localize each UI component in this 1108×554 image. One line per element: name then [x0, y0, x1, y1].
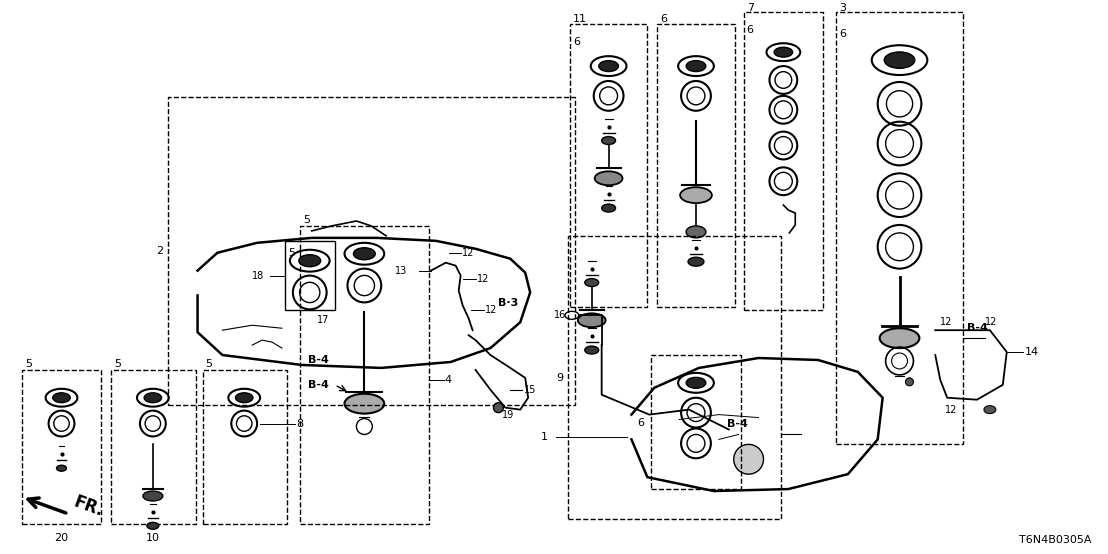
Text: FR.: FR.: [71, 493, 106, 521]
Text: 11: 11: [573, 14, 587, 24]
Ellipse shape: [578, 314, 606, 327]
Ellipse shape: [585, 279, 598, 286]
Ellipse shape: [53, 393, 70, 403]
Text: 6: 6: [637, 418, 645, 428]
Bar: [167, 97, 575, 404]
Text: 5: 5: [205, 359, 213, 369]
Text: 12: 12: [985, 317, 997, 327]
Ellipse shape: [602, 204, 616, 212]
Ellipse shape: [984, 406, 996, 414]
Ellipse shape: [884, 52, 915, 68]
Ellipse shape: [686, 377, 706, 388]
Ellipse shape: [143, 491, 163, 501]
Text: 12: 12: [476, 274, 489, 284]
Text: 12: 12: [941, 317, 953, 327]
Text: 6: 6: [573, 37, 579, 47]
Ellipse shape: [880, 328, 920, 348]
Text: 12: 12: [484, 305, 496, 315]
Text: 6: 6: [660, 14, 667, 24]
Bar: [300, 226, 429, 524]
Ellipse shape: [57, 465, 66, 471]
Bar: [568, 236, 781, 519]
Text: 15: 15: [524, 385, 536, 395]
Text: 5: 5: [302, 215, 310, 225]
Bar: [203, 370, 287, 524]
Ellipse shape: [147, 522, 158, 529]
Text: 12: 12: [945, 404, 957, 414]
Ellipse shape: [686, 60, 706, 71]
Bar: [743, 13, 823, 310]
Text: 5: 5: [288, 248, 295, 258]
Text: 6: 6: [747, 25, 753, 35]
Text: 4: 4: [444, 375, 452, 385]
Ellipse shape: [236, 393, 253, 403]
Text: B-4: B-4: [308, 380, 329, 390]
Text: 14: 14: [1025, 347, 1039, 357]
Ellipse shape: [595, 171, 623, 185]
Bar: [652, 355, 740, 489]
Text: 3: 3: [839, 3, 847, 13]
Text: 9: 9: [556, 373, 563, 383]
Text: 10: 10: [146, 533, 160, 543]
Text: 8: 8: [296, 418, 302, 429]
Ellipse shape: [585, 346, 598, 354]
Circle shape: [733, 444, 763, 474]
Text: B-4: B-4: [727, 419, 748, 429]
Bar: [111, 370, 195, 524]
Text: B-4: B-4: [967, 323, 988, 333]
Text: T6N4B0305A: T6N4B0305A: [1018, 535, 1091, 545]
Ellipse shape: [686, 226, 706, 238]
Ellipse shape: [299, 255, 320, 266]
Text: 19: 19: [502, 409, 514, 419]
Bar: [285, 241, 335, 310]
Text: B-4: B-4: [308, 355, 329, 365]
Ellipse shape: [345, 394, 384, 414]
Circle shape: [493, 403, 503, 413]
Text: 18: 18: [253, 270, 265, 280]
Text: 7: 7: [747, 3, 753, 13]
Bar: [837, 13, 963, 444]
Text: 20: 20: [54, 533, 69, 543]
Text: B·3: B·3: [499, 299, 519, 309]
Text: 5: 5: [114, 359, 121, 369]
Ellipse shape: [144, 393, 162, 403]
Text: 6: 6: [839, 29, 847, 39]
Ellipse shape: [774, 47, 792, 57]
Bar: [657, 24, 735, 307]
Ellipse shape: [353, 248, 376, 260]
Ellipse shape: [680, 187, 711, 203]
Ellipse shape: [688, 257, 704, 266]
Text: 12: 12: [462, 248, 474, 258]
Text: 1: 1: [541, 433, 548, 443]
Bar: [22, 370, 101, 524]
Ellipse shape: [598, 60, 618, 71]
Text: 13: 13: [394, 265, 407, 276]
Circle shape: [905, 378, 913, 386]
Ellipse shape: [602, 137, 616, 145]
Text: 17: 17: [317, 315, 329, 325]
Text: 5: 5: [24, 359, 32, 369]
Bar: [570, 24, 647, 307]
Text: 2: 2: [156, 246, 163, 256]
Text: 16: 16: [554, 310, 566, 320]
